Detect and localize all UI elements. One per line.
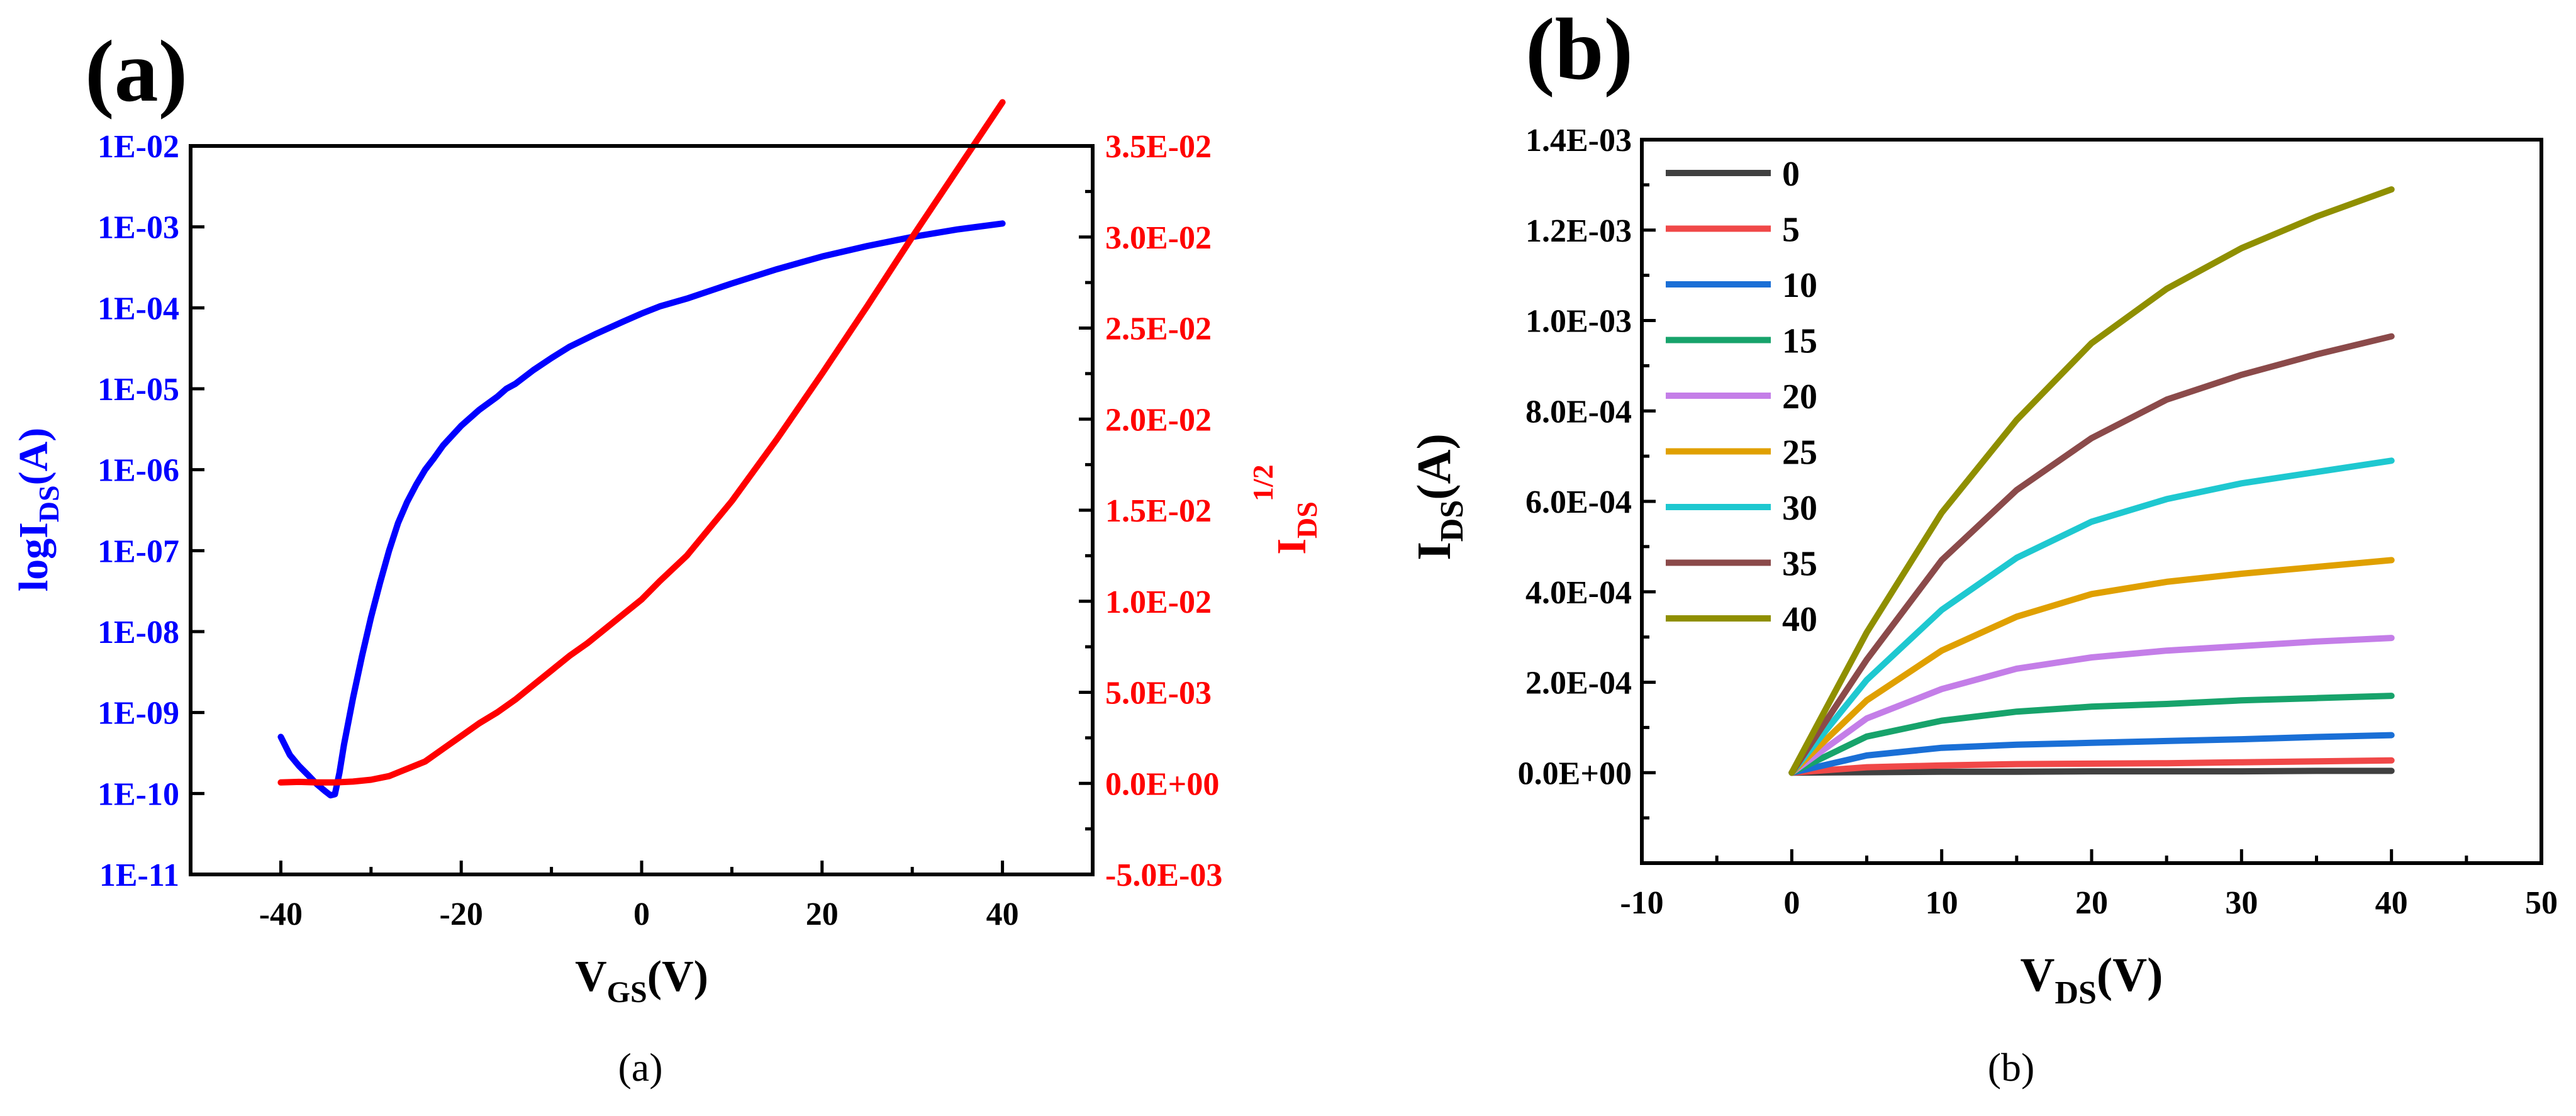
x-tick-label: 40 — [2375, 885, 2408, 921]
series-line-vgs-30 — [1788, 457, 2395, 776]
x-tick-label: -10 — [1620, 885, 1663, 921]
panel-a-left-ticks: 1E-02 1E-03 1E-04 1E-05 1E-06 1E-07 1E-08 1E-09… — [98, 129, 204, 893]
series-line-log-ids — [277, 220, 1006, 799]
series-line-vgs-25 — [1788, 557, 2395, 776]
legend-label: 25 — [1782, 433, 1817, 472]
x-tick-label: 0 — [633, 896, 650, 932]
panel-b-plot-frame — [1640, 138, 2543, 865]
series-line-vgs-5 — [1788, 757, 2395, 776]
series-line-vgs-35 — [1788, 333, 2395, 776]
panel-b-caption: (b) — [1988, 1045, 2035, 1090]
legend-label: 35 — [1782, 545, 1817, 584]
y-tick-label: 2.0E-04 — [1525, 666, 1632, 701]
y-tick-label: 6.0E-04 — [1525, 484, 1632, 520]
left-tick-label: 1E-05 — [98, 372, 179, 408]
right-tick-label: 3.5E-02 — [1105, 129, 1212, 165]
left-tick-label: 1E-08 — [98, 615, 179, 650]
x-tick-label: 40 — [986, 896, 1019, 932]
series-line-vgs-20 — [1788, 635, 2395, 776]
y-tick-label: 1.4E-03 — [1525, 123, 1632, 159]
y-tick-label: 0.0E+00 — [1518, 756, 1632, 791]
panel-b-legend: 0 5 10 15 20 25 30 35 40 — [1666, 155, 1817, 639]
right-tick-label: -5.0E-03 — [1105, 857, 1222, 893]
left-tick-label: 1E-07 — [98, 533, 179, 569]
y-tick-label: 4.0E-04 — [1525, 575, 1632, 611]
series-line-sqrt-ids — [277, 99, 1006, 786]
legend-label: 30 — [1782, 489, 1817, 528]
x-tick-label: -40 — [259, 896, 303, 932]
x-tick-label: -20 — [440, 896, 483, 932]
panel-b-y-ticks: 1.4E-03 1.2E-03 1.0E-03 8.0E-04 6.0E-04 4.0E-… — [1518, 123, 1656, 820]
x-tick-label: 30 — [2225, 885, 2258, 921]
y-tick-label: 1.0E-03 — [1525, 304, 1632, 340]
x-tick-label: 20 — [2075, 885, 2108, 921]
panel-b-y-axis-label: IDS(A) — [1408, 433, 1470, 561]
panel-b-x-axis-label: VDS(V) — [2021, 949, 2163, 1011]
panel-a-right-axis-label: IDS1/2 — [1247, 464, 1323, 554]
series-line-vgs-15 — [1788, 693, 2395, 776]
panel-a-label: (a) — [85, 23, 187, 120]
panel-a-x-ticks: -40 -20 0 20 40 — [189, 861, 1095, 932]
x-tick-label: 0 — [1783, 885, 1800, 921]
left-tick-label: 1E-02 — [98, 129, 179, 165]
right-tick-label: 2.0E-02 — [1105, 402, 1212, 438]
panel-a-x-axis-label: VGS(V) — [575, 952, 708, 1009]
panel-a-caption: (a) — [618, 1045, 662, 1090]
legend-label: 20 — [1782, 377, 1817, 416]
series-line-vgs-10 — [1788, 732, 2395, 776]
panel-b-series-layer — [1788, 186, 2395, 776]
series-line-vgs-0 — [1788, 767, 2395, 776]
y-tick-label: 8.0E-04 — [1525, 394, 1632, 430]
legend-label: 0 — [1782, 155, 1800, 194]
x-tick-label: 50 — [2525, 885, 2558, 921]
x-tick-label: 10 — [1926, 885, 1958, 921]
legend-label: 5 — [1782, 211, 1800, 250]
left-tick-label: 1E-06 — [98, 453, 179, 489]
panel-b-chart: (b) -10 0 10 20 30 40 50 1.4E-031.2E-031.0E-03… — [1408, 1, 2558, 1090]
legend-label: 40 — [1782, 600, 1817, 639]
panel-b-x-ticks: -10 0 10 20 30 40 50 — [1620, 849, 2558, 921]
left-tick-label: 1E-11 — [99, 857, 179, 893]
left-tick-label: 1E-04 — [98, 291, 179, 326]
left-tick-label: 1E-10 — [98, 776, 179, 812]
right-tick-label: 1.5E-02 — [1105, 493, 1212, 529]
panel-b-label: (b) — [1525, 1, 1633, 98]
legend-label: 15 — [1782, 322, 1817, 361]
panel-a-chart: (a) -40 -20 0 20 40 1E-021E-031E-041E-051E-0… — [11, 23, 1323, 1090]
panel-a-left-axis-label: logIDS(A) — [11, 428, 65, 591]
right-tick-label: 5.0E-03 — [1105, 676, 1212, 711]
panel-a-plot-frame — [189, 144, 1095, 876]
panel-a-right-ticks: 3.5E-02 3.0E-02 2.5E-02 2.0E-02 1.5E-02 1.0E-… — [1079, 129, 1222, 893]
left-tick-label: 1E-09 — [98, 696, 179, 732]
left-tick-label: 1E-03 — [98, 210, 179, 246]
right-tick-label: 2.5E-02 — [1105, 311, 1212, 347]
series-line-vgs-40 — [1788, 186, 2395, 776]
right-tick-label: 3.0E-02 — [1105, 220, 1212, 256]
panel-a-series-layer — [277, 99, 1006, 799]
legend-label: 10 — [1782, 266, 1817, 305]
right-tick-label: 0.0E+00 — [1105, 766, 1219, 802]
right-tick-label: 1.0E-02 — [1105, 584, 1212, 620]
y-tick-label: 1.2E-03 — [1525, 213, 1632, 249]
x-tick-label: 20 — [806, 896, 839, 932]
